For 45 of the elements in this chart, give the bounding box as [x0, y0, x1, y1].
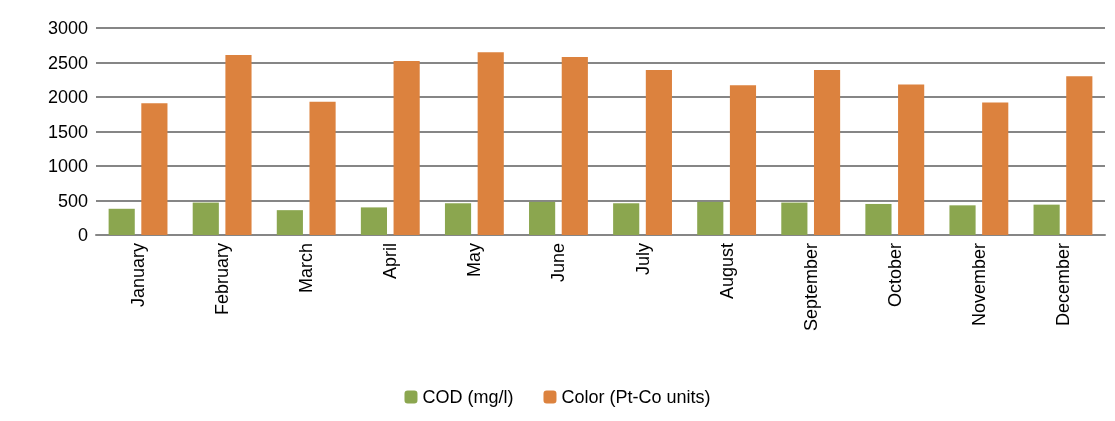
- bar: [444, 203, 472, 235]
- bar: [477, 52, 504, 235]
- bar: [949, 205, 976, 235]
- y-tick-label: 0: [77, 225, 88, 245]
- bar: [813, 70, 841, 235]
- bar: [865, 203, 892, 235]
- x-tick-label: November: [968, 243, 989, 327]
- bar: [1033, 204, 1060, 235]
- bar: [393, 61, 420, 235]
- y-tick-label: 1500: [47, 121, 88, 142]
- x-tick-label: May: [464, 243, 485, 278]
- bar: [309, 101, 336, 235]
- y-tick-label: 1000: [47, 156, 88, 176]
- bar: [529, 201, 556, 235]
- bar: [982, 102, 1009, 235]
- bar: [697, 201, 724, 235]
- bar: [613, 203, 640, 235]
- bar: [225, 54, 252, 235]
- bar: [645, 70, 672, 235]
- y-tick-label: 3000: [47, 18, 88, 38]
- bar: [561, 56, 588, 235]
- bar: [108, 208, 135, 235]
- bar: [141, 103, 168, 235]
- x-tick-label: March: [296, 243, 317, 294]
- bar: [898, 84, 925, 235]
- bar: [781, 202, 808, 235]
- x-tick-label: September: [800, 243, 821, 332]
- x-tick-label: July: [632, 243, 653, 276]
- bar: [729, 85, 757, 235]
- x-tick-label: December: [1052, 243, 1073, 327]
- y-tick-label: 2000: [47, 87, 88, 107]
- bar: [192, 202, 219, 235]
- bar: [360, 207, 388, 235]
- y-tick-label: 2500: [47, 52, 88, 73]
- bar: [1066, 76, 1093, 235]
- x-tick-label: August: [716, 243, 737, 300]
- legend-label: COD (mg/l): [422, 387, 514, 407]
- legend-label: Color (Pt-Co units): [561, 387, 711, 407]
- x-tick-label: October: [884, 243, 905, 308]
- x-tick-label: February: [212, 243, 233, 316]
- y-tick-label: 500: [57, 190, 88, 211]
- x-tick-label: April: [380, 243, 401, 280]
- x-tick-label: January: [128, 243, 149, 308]
- x-tick-label: June: [548, 243, 569, 283]
- bar: [276, 210, 303, 235]
